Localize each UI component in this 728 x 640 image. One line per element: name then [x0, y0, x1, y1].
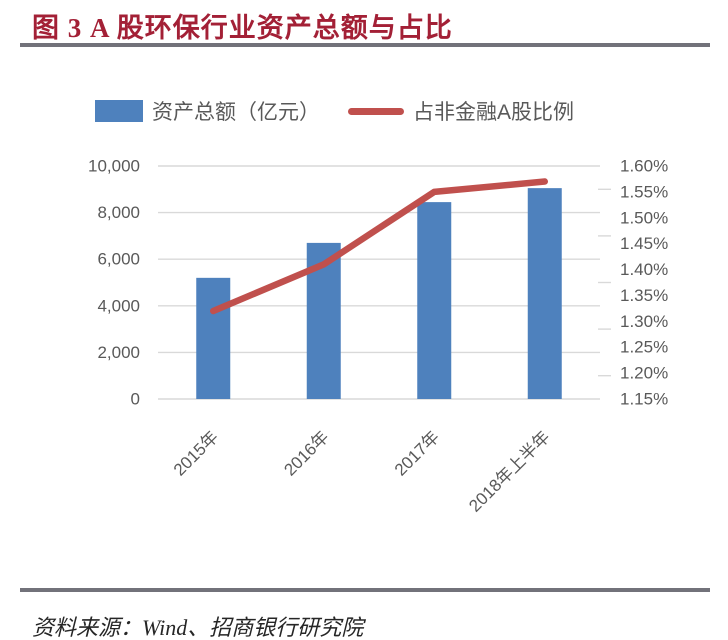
right-axis-tick-label: 1.45% — [620, 234, 668, 253]
legend-item-assets: 资产总额（亿元） — [95, 98, 320, 124]
line-series-swatch — [348, 107, 404, 115]
bar-2018年上半年 — [527, 188, 562, 399]
footer-divider — [20, 588, 710, 592]
bar-2015年 — [196, 277, 231, 399]
combo-chart-plot: 0 2,000 4,000 6,000 8,000 10,000 1.15% 1.20% 1.2… — [88, 156, 668, 515]
bar-2017年 — [417, 202, 452, 399]
legend-label-assets: 资产总额（亿元） — [152, 101, 320, 124]
right-axis-tick-label: 1.40% — [620, 260, 668, 279]
right-axis-tick-label: 1.35% — [620, 286, 668, 305]
right-axis-tick-label: 1.60% — [620, 156, 668, 175]
right-axis-tick-label: 1.15% — [620, 389, 668, 408]
left-axis-tick-label: 4,000 — [97, 296, 140, 315]
right-axis-tick-label: 1.50% — [620, 208, 668, 227]
right-axis-tick-label: 1.25% — [620, 338, 668, 357]
right-axis-tick-label: 1.20% — [620, 364, 668, 383]
right-axis-tick-label: 1.55% — [620, 182, 668, 201]
ratio-line — [210, 178, 548, 315]
left-axis-tick-label: 10,000 — [88, 156, 140, 175]
legend-label-ratio: 占非金融A股比例 — [413, 101, 575, 124]
source-note: 资料来源：Wind、招商银行研究院 — [32, 615, 364, 640]
x-axis-tick-label: 2015年 — [170, 427, 222, 479]
title-divider — [20, 43, 710, 47]
left-axis-tick-label: 0 — [131, 389, 140, 408]
x-axis-tick-label: 2016年 — [280, 427, 332, 479]
right-axis-tick-label: 1.30% — [620, 312, 668, 331]
x-axis-tick-label: 2018年上半年 — [465, 427, 553, 515]
left-axis-tick-label: 6,000 — [97, 250, 140, 269]
x-axis-tick-label: 2017年 — [391, 427, 443, 479]
left-axis-tick-label: 8,000 — [97, 203, 140, 222]
figure-title: 图 3 A 股环保行业资产总额与占比 — [32, 13, 453, 43]
bar-series-swatch — [95, 100, 143, 122]
left-axis-tick-label: 2,000 — [97, 343, 140, 362]
legend-item-ratio: 占非金融A股比例 — [348, 98, 574, 124]
